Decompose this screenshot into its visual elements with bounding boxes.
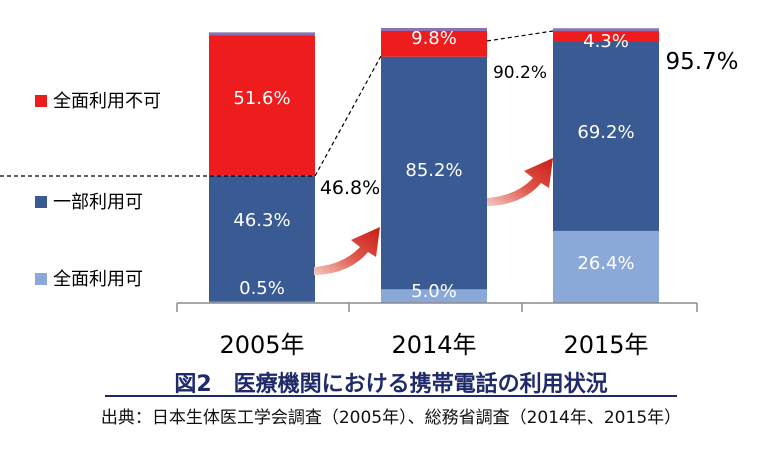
cumulative-label: 90.2% [493, 63, 547, 83]
data-label: 85.2% [405, 160, 462, 181]
trend-arrows [314, 158, 553, 275]
bar-cap [553, 28, 659, 32]
data-label: 26.4% [577, 253, 634, 274]
x-tick-marks [176, 303, 698, 312]
legend-swatch [35, 95, 47, 107]
connector-lines [0, 30, 554, 177]
data-label: 51.6% [233, 88, 290, 109]
trend-arrow [487, 158, 553, 206]
bar-segment [381, 30, 487, 57]
bar-segment [553, 30, 659, 43]
trend-arrow [314, 227, 380, 275]
data-label: 5.0% [411, 281, 457, 302]
connector-line [486, 30, 554, 42]
x-tick-label: 2014年 [391, 331, 476, 359]
bar-segment [553, 230, 659, 303]
connector-line [314, 55, 382, 177]
bar-segment [209, 175, 315, 302]
x-tick-label: 2005年 [219, 331, 304, 359]
data-label: 9.8% [411, 28, 457, 49]
bar-segment [381, 56, 487, 290]
segment-labels: 0.5% 46.3% 51.6% 5.0% 85.2% 9.8% 26.4% 69.2% 4.3… [233, 28, 634, 302]
source-note: 出典：日本生体医工学会調査（2005年）、総務省調査（2014年、2015年） [101, 408, 681, 428]
cumulative-label: 95.7% [665, 49, 738, 75]
legend-label: 一部利用可 [53, 192, 143, 213]
legend-label: 全面利用不可 [53, 91, 161, 112]
legend-label: 全面利用可 [53, 269, 143, 290]
cumulative-annotations: 46.8% 90.2% 95.7% [320, 49, 739, 199]
data-label: 46.3% [233, 210, 290, 231]
data-label: 0.5% [239, 278, 285, 299]
bar-cap [209, 32, 315, 36]
bar-segment [381, 289, 487, 303]
bars [209, 28, 659, 303]
data-label: 4.3% [583, 31, 629, 52]
cumulative-label: 46.8% [320, 177, 380, 199]
legend-swatch [35, 273, 47, 285]
x-tick-labels: 2005年 2014年 2015年 [219, 331, 648, 359]
legend-swatch [35, 196, 47, 208]
x-tick-label: 2015年 [563, 331, 648, 359]
bar-segment [209, 34, 315, 176]
data-label: 69.2% [577, 122, 634, 143]
bar-cap [381, 28, 487, 31]
chart-title: 図2 医療機関における携帯電話の利用状況 [174, 371, 607, 397]
bar-segment [553, 42, 659, 231]
